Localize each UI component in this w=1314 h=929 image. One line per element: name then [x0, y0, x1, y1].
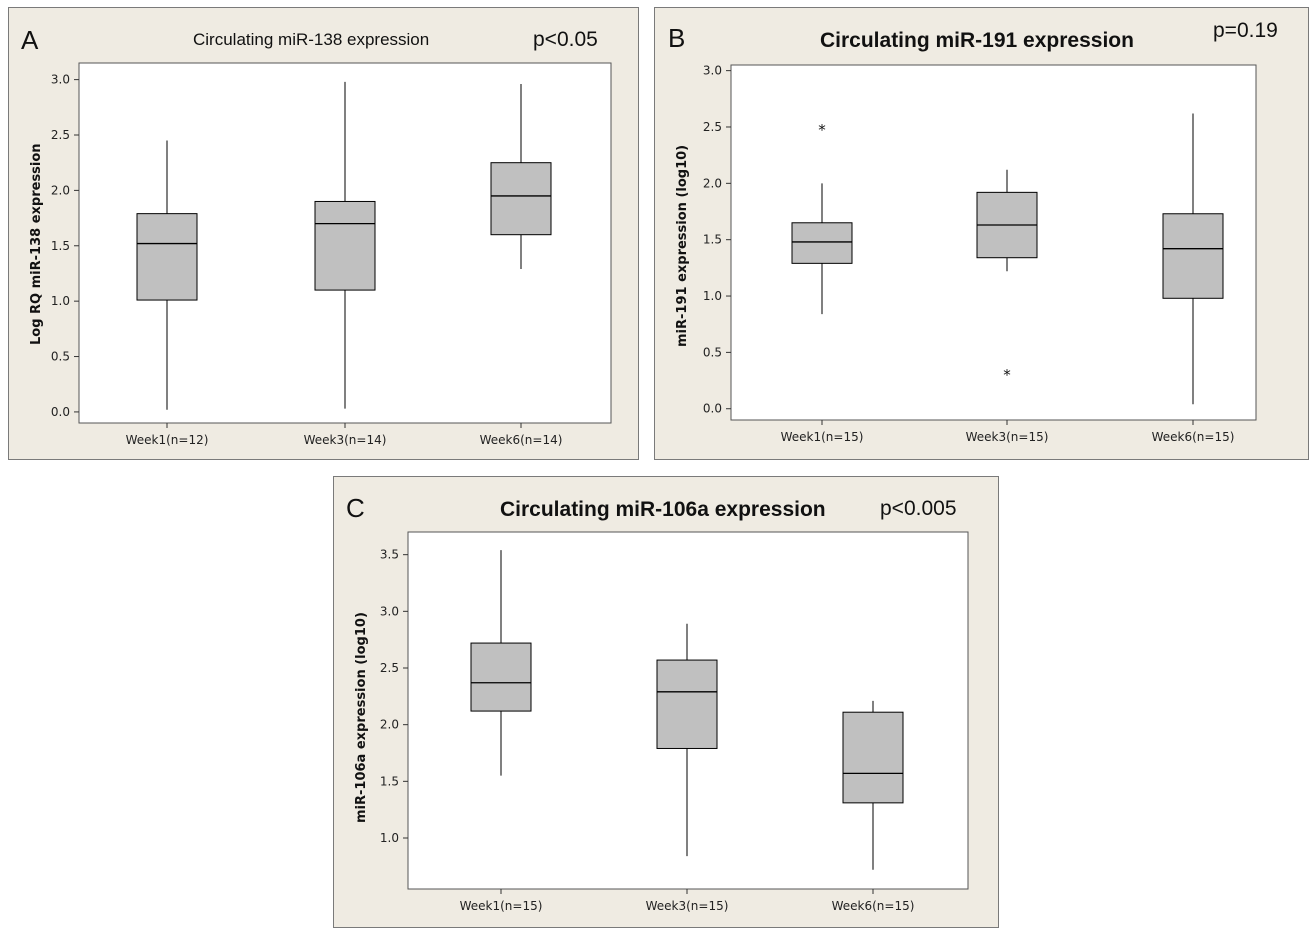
y-tick-label: 2.0: [380, 718, 399, 732]
y-tick-label: 3.0: [703, 64, 722, 78]
x-tick-label: Week3(n=15): [646, 899, 729, 913]
chart-title: Circulating miR-191 expression: [820, 29, 1134, 52]
y-tick-label: 2.5: [380, 661, 399, 675]
panel-c: C Circulating miR-106a expression p<0.00…: [333, 476, 999, 928]
box: [1162, 213, 1224, 299]
panel-letter: C: [346, 493, 365, 523]
y-tick-label: 0.5: [51, 350, 70, 364]
box: [656, 659, 718, 749]
x-tick-label: Week3(n=14): [304, 433, 387, 447]
panel-letter: B: [668, 23, 686, 53]
outlier-marker: *: [818, 121, 826, 139]
panel-b: B Circulating miR-191 expression p=0.19 …: [654, 7, 1309, 460]
panel-a: A Circulating miR-138 expression p<0.05 …: [8, 7, 639, 460]
x-tick-label: Week6(n=15): [1152, 430, 1235, 444]
y-tick-label: 3.0: [380, 604, 399, 618]
y-tick-label: 2.0: [51, 183, 70, 197]
y-tick-label: 0.5: [703, 345, 722, 359]
chart-title: Circulating miR-138 expression: [193, 30, 430, 49]
boxplot-chart: 1.0 1.5 2.0 2.5 3.0 3.5 Week1(n=15) Week3(n=15)…: [380, 531, 969, 913]
p-value: p<0.005: [880, 497, 957, 520]
box: [314, 200, 376, 291]
x-tick-label: Week3(n=15): [966, 430, 1049, 444]
y-tick-label: 1.0: [380, 831, 399, 845]
box: [791, 222, 853, 264]
p-value: p=0.19: [1213, 19, 1278, 42]
boxplot-chart: 0.0 0.5 1.0 1.5 2.0 2.5 3.0 * Week1(n=15) * Week3(…: [703, 64, 1257, 444]
chart-title: Circulating miR-106a expression: [500, 498, 826, 521]
y-tick-label: 1.0: [703, 289, 722, 303]
y-tick-label: 1.0: [51, 294, 70, 308]
y-tick-label: 1.5: [380, 774, 399, 788]
y-tick-label: 1.5: [703, 233, 722, 247]
y-tick-label: 3.0: [51, 73, 70, 87]
y-tick-label: 2.0: [703, 176, 722, 190]
y-tick-label: 3.5: [380, 548, 399, 562]
x-tick-label: Week1(n=15): [781, 430, 864, 444]
y-tick-label: 0.0: [51, 405, 70, 419]
x-tick-label: Week6(n=14): [480, 433, 563, 447]
panel-letter: A: [21, 25, 39, 55]
x-tick-label: Week1(n=15): [460, 899, 543, 913]
box: [842, 711, 904, 804]
x-tick-label: Week1(n=12): [126, 433, 209, 447]
outlier-marker: *: [1003, 366, 1011, 384]
y-tick-label: 1.5: [51, 239, 70, 253]
x-tick-label: Week6(n=15): [832, 899, 915, 913]
y-tick-label: 0.0: [703, 402, 722, 416]
y-tick-label: 2.5: [703, 120, 722, 134]
p-value: p<0.05: [533, 28, 598, 51]
y-tick-label: 2.5: [51, 128, 70, 142]
box: [136, 213, 198, 301]
box: [490, 162, 552, 236]
box: [470, 642, 532, 712]
boxplot-chart: 0.0 0.5 1.0 1.5 2.0 2.5 3.0 Week1(n=12) Week3(n=…: [51, 62, 612, 447]
